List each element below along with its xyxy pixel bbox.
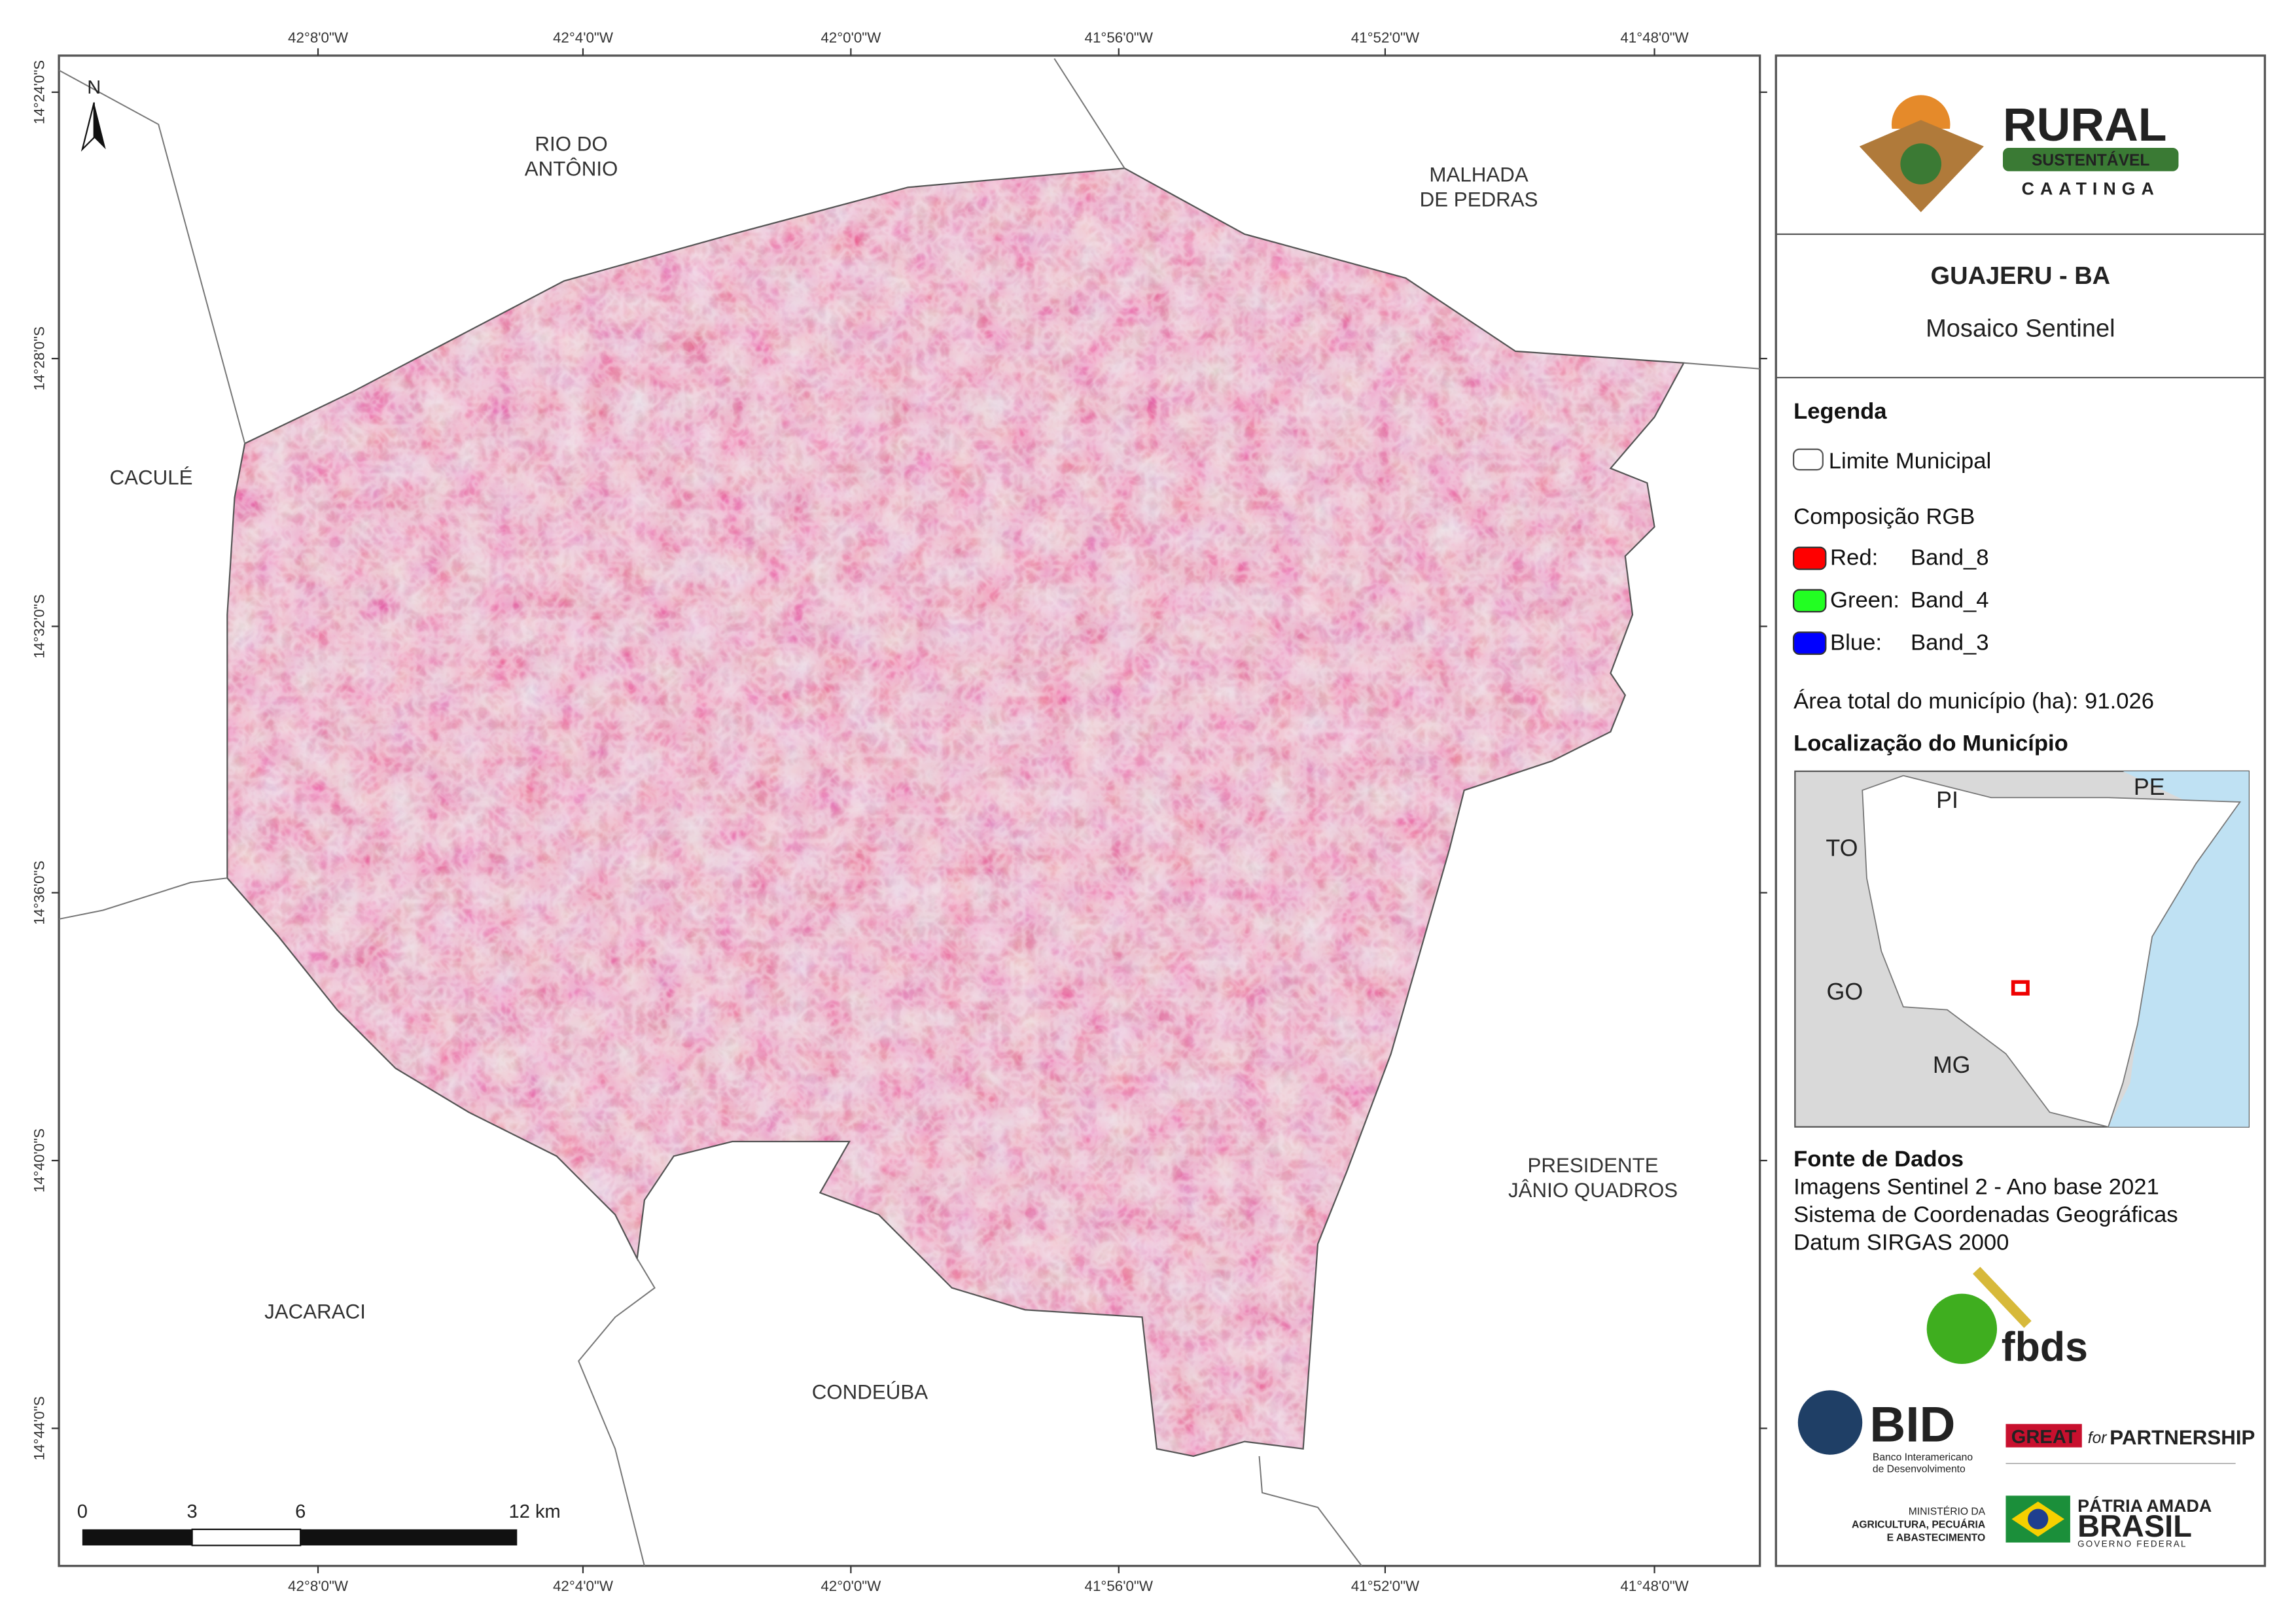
legend-subtitle: Composição RGB (1793, 504, 1975, 529)
legend-item: Limite Municipal (1829, 449, 1991, 474)
fbds-logo: fbds (2002, 1325, 2088, 1370)
source-line: Datum SIRGAS 2000 (1793, 1230, 2009, 1255)
title: GUAJERU - BA (1931, 262, 2111, 290)
band-swatch (1792, 589, 1827, 613)
ministry: E ABASTECIMENTO (1887, 1533, 1986, 1544)
graticule-label: 14°44'0"S (31, 1396, 48, 1460)
graticule-label: 41°52'0"W (1351, 1578, 1420, 1594)
area-text: Área total do município (ha): 91.026 (1793, 688, 2154, 714)
graticule-label: 42°8'0"W (288, 1578, 349, 1594)
band-label: Blue: (1830, 630, 1882, 655)
logo-text: CAATINGA (2022, 179, 2160, 199)
graticule-label: 14°28'0"S (31, 326, 48, 391)
band-value: Band_3 (1911, 630, 1989, 655)
state-label: GO (1827, 979, 1863, 1005)
graticule-label: 14°32'0"S (31, 594, 48, 658)
graticule-label: 42°0'0"W (821, 1578, 881, 1594)
state-label: MG (1933, 1052, 1971, 1078)
neighbor-boundaries (58, 58, 1760, 1567)
neighbor-label: CACULÉ (109, 466, 192, 489)
graticule-label: 41°52'0"W (1351, 29, 1420, 46)
bid-logo: BID (1869, 1397, 1955, 1453)
state-label: PI (1936, 787, 1958, 813)
bid-sub: Banco Interamericano (1873, 1452, 1973, 1463)
graticule-label: 14°36'0"S (31, 861, 48, 925)
source-line: Imagens Sentinel 2 - Ano base 2021 (1793, 1175, 2159, 1200)
brasil-logo: GOVERNO FEDERAL (2077, 1539, 2187, 1549)
subtitle: Mosaico Sentinel (1926, 315, 2115, 343)
bid-sub: de Desenvolvimento (1873, 1464, 1966, 1475)
graticule-label: 41°48'0"W (1620, 29, 1689, 46)
neighbor-label: JACARACI (264, 1300, 366, 1323)
graticule-label: 14°40'0"S (31, 1128, 48, 1193)
neighbor-label: DE PEDRAS (1420, 188, 1538, 211)
graticule-label: 42°4'0"W (553, 29, 614, 46)
band-value: Band_8 (1911, 546, 1989, 570)
legend-title: Legenda (1793, 399, 1887, 424)
graticule-label: 42°8'0"W (288, 29, 349, 46)
graticule-label: 41°56'0"W (1085, 29, 1154, 46)
neighbor-label: PRESIDENTE (1528, 1154, 1659, 1177)
great-logo: PARTNERSHIP (2110, 1426, 2255, 1449)
logo-text: RURAL (2003, 99, 2167, 151)
band-swatch (1792, 631, 1827, 655)
location-title: Localização do Município (1793, 731, 2068, 756)
band-value: Band_4 (1911, 587, 1989, 612)
location-map: PI PE TO GO MG (1794, 770, 2250, 1128)
state-label: TO (1826, 835, 1858, 862)
sources-title: Fonte de Dados (1793, 1147, 1964, 1172)
logo: RURAL SUSTENTÁVEL CAATINGA (1859, 95, 2179, 213)
scale-label: 3 (187, 1501, 198, 1522)
source-line: Sistema de Coordenadas Geográficas (1793, 1202, 2178, 1227)
great-logo: for (2088, 1429, 2108, 1447)
graticule-label: 14°24'0"S (31, 60, 48, 124)
scale-bar: 0 3 6 12 km (77, 1501, 561, 1546)
brasil-logo: PÁTRIA AMADA (2077, 1495, 2212, 1516)
partner-logos: fbds BID Banco Interamericano de Desenvo… (1797, 1266, 2255, 1549)
north-arrow: N (80, 77, 106, 152)
scale-label: 12 km (509, 1501, 561, 1522)
neighbor-label: RIO DO (535, 132, 607, 155)
ministry: AGRICULTURA, PECUÁRIA (1852, 1518, 1985, 1531)
great-logo: GREAT (2011, 1427, 2077, 1448)
brasil-logo: BRASIL (2077, 1509, 2192, 1543)
graticule-label: 41°48'0"W (1620, 1578, 1689, 1594)
neighbor-label: CONDEÚBA (812, 1381, 928, 1404)
neighbor-label: MALHADA (1429, 163, 1528, 186)
band-label: Green: (1830, 587, 1899, 612)
band-swatch (1792, 546, 1827, 570)
ministry: MINISTÉRIO DA (1909, 1505, 1986, 1517)
graticule-label: 42°4'0"W (553, 1578, 614, 1594)
scale-label: 6 (295, 1501, 306, 1522)
state-label: PE (2134, 774, 2165, 800)
graticule-label: 42°0'0"W (821, 29, 881, 46)
logo-text: SUSTENTÁVEL (2032, 151, 2149, 169)
neighbor-label: ANTÔNIO (525, 157, 618, 180)
scale-label: 0 (77, 1501, 88, 1522)
north-label: N (87, 77, 101, 98)
graticule-label: 41°56'0"W (1085, 1578, 1154, 1594)
band-label: Red: (1830, 546, 1878, 570)
neighbor-label: JÂNIO QUADROS (1508, 1179, 1678, 1202)
